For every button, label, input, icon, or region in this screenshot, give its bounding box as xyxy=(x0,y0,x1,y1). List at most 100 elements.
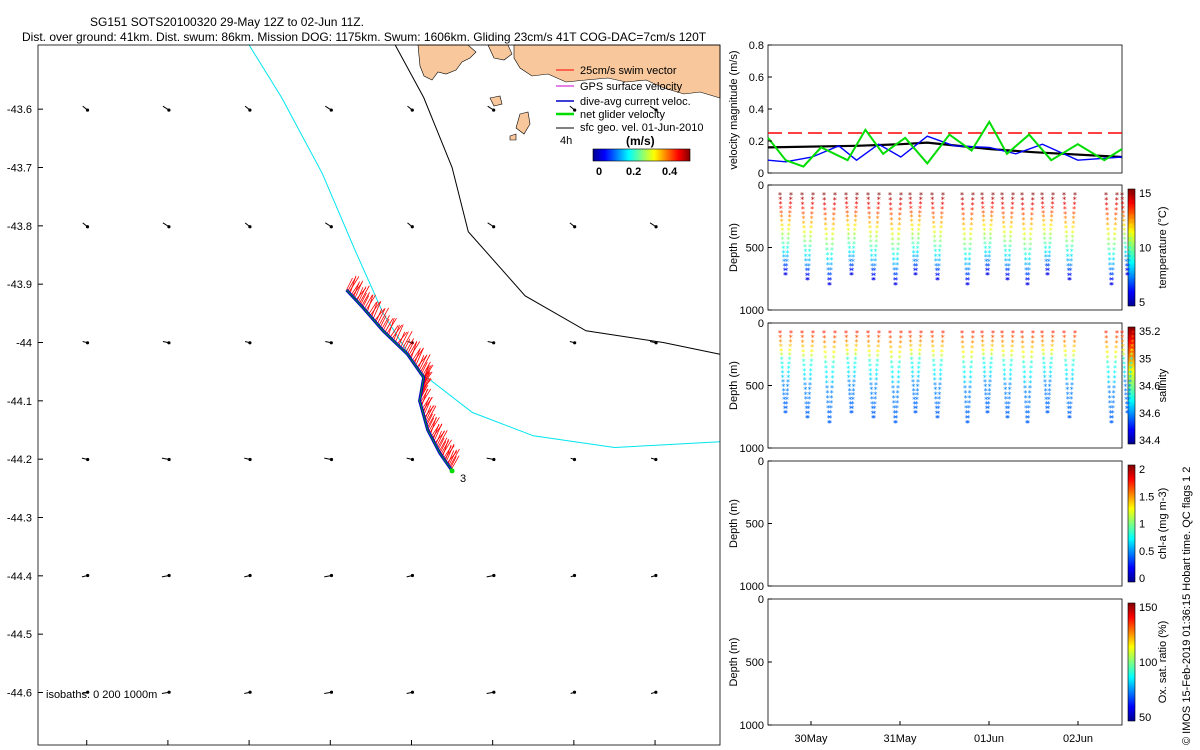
depth-frame xyxy=(767,322,1123,449)
y-tick-label: 0.4 xyxy=(749,104,764,116)
profile-point: * xyxy=(786,244,790,253)
profile-point: * xyxy=(1024,409,1028,418)
profile-point: * xyxy=(1041,204,1045,213)
profile-point: * xyxy=(897,236,901,245)
profile-point: * xyxy=(914,267,918,276)
profile-point: * xyxy=(1071,357,1075,366)
profile-point: * xyxy=(823,349,827,358)
swim-vector xyxy=(439,441,447,454)
profile-point: * xyxy=(895,261,899,270)
profile-point: * xyxy=(891,384,895,393)
profile-point: * xyxy=(1001,353,1005,362)
profile-point: * xyxy=(1065,243,1069,252)
profile-point: * xyxy=(1112,246,1116,255)
profile-point: * xyxy=(1020,329,1024,338)
profile-point: * xyxy=(1070,381,1074,390)
colorbar-tick-label: 100 xyxy=(1139,657,1157,669)
profile-point: * xyxy=(895,266,899,275)
colorbar-tick-label: 34.6 xyxy=(1139,408,1160,420)
profile-point: * xyxy=(970,354,974,363)
profile-point: * xyxy=(1123,231,1127,240)
profile-point: * xyxy=(807,405,811,414)
profile-point: * xyxy=(779,347,783,356)
profile-point: * xyxy=(1026,281,1030,290)
current-arrow-head xyxy=(572,573,577,578)
profile-point: * xyxy=(852,382,856,391)
profile-point: * xyxy=(937,267,941,276)
profile-point: * xyxy=(825,384,829,393)
profile-point: * xyxy=(1050,351,1054,360)
profile-point: * xyxy=(851,253,855,262)
current-arrow-head xyxy=(573,108,577,112)
profile-point: * xyxy=(1000,191,1004,200)
profile-point: * xyxy=(940,343,944,352)
profile-point: * xyxy=(781,231,785,240)
profile-point: * xyxy=(1027,404,1031,413)
profile-point: * xyxy=(936,409,940,418)
profile-point: * xyxy=(961,211,965,220)
profile-point: * xyxy=(911,235,915,244)
profile-point: * xyxy=(1028,384,1032,393)
swim-vector xyxy=(414,348,421,365)
profile-point: * xyxy=(1002,367,1006,376)
profile-point: * xyxy=(932,362,936,371)
profile-point: * xyxy=(1129,227,1133,236)
profile-point: * xyxy=(874,248,878,257)
profile-point: * xyxy=(848,391,852,400)
profile-point: * xyxy=(898,201,902,210)
profile-point: * xyxy=(981,209,985,218)
profile-point: * xyxy=(969,374,973,383)
profile-point: * xyxy=(823,354,827,363)
profile-point: * xyxy=(870,395,874,404)
profile-point: * xyxy=(912,262,916,271)
profile-point: * xyxy=(807,262,811,271)
profile-point: * xyxy=(913,271,917,280)
profile-point: * xyxy=(1130,351,1134,360)
profile-point: * xyxy=(894,281,898,290)
profile-point: * xyxy=(911,369,915,378)
profile-point: * xyxy=(1030,349,1034,358)
profile-point: * xyxy=(873,262,877,271)
profile-point: * xyxy=(963,379,967,388)
profile-point: * xyxy=(1023,384,1027,393)
profile-point: * xyxy=(1020,196,1024,205)
current-arrow-head xyxy=(572,690,577,694)
profile-point: * xyxy=(779,338,783,347)
profile-point: * xyxy=(898,339,902,348)
profile-point: * xyxy=(825,246,829,255)
profile-point: * xyxy=(941,196,945,205)
profile-point: * xyxy=(896,246,900,255)
swim-vector xyxy=(381,314,390,330)
profile-point: * xyxy=(1071,372,1075,381)
profile-point: * xyxy=(966,419,970,428)
profile-point: * xyxy=(918,213,922,222)
profile-point: * xyxy=(917,227,921,236)
x-tick-label: 31May xyxy=(883,733,917,745)
profile-point: * xyxy=(1043,378,1047,387)
profile-point: * xyxy=(889,206,893,215)
profile-point: * xyxy=(1031,196,1035,205)
profile-point: * xyxy=(1001,205,1005,214)
profile-point: * xyxy=(787,365,791,374)
profile-point: * xyxy=(848,262,852,271)
profile-point: * xyxy=(1108,256,1112,265)
profile-point: * xyxy=(808,386,812,395)
swim-vector xyxy=(416,355,428,368)
profile-point: * xyxy=(931,353,935,362)
profile-point: * xyxy=(854,209,858,218)
profile-point: * xyxy=(1110,276,1114,285)
profile-point: * xyxy=(1129,356,1133,365)
profile-point: * xyxy=(848,249,852,258)
profile-point: * xyxy=(851,391,855,400)
profile-point: * xyxy=(870,400,874,409)
profile-point: * xyxy=(1070,238,1074,247)
profile-point: * xyxy=(782,253,786,262)
profile-point: * xyxy=(803,243,807,252)
profile-point: * xyxy=(891,251,895,260)
colorbar-tick-label: 0 xyxy=(1139,573,1145,585)
profile-point: * xyxy=(1066,257,1070,266)
profile-point: * xyxy=(980,195,984,204)
profile-point: * xyxy=(931,348,935,357)
profile-point: * xyxy=(1029,236,1033,245)
profile-point: * xyxy=(823,344,827,353)
